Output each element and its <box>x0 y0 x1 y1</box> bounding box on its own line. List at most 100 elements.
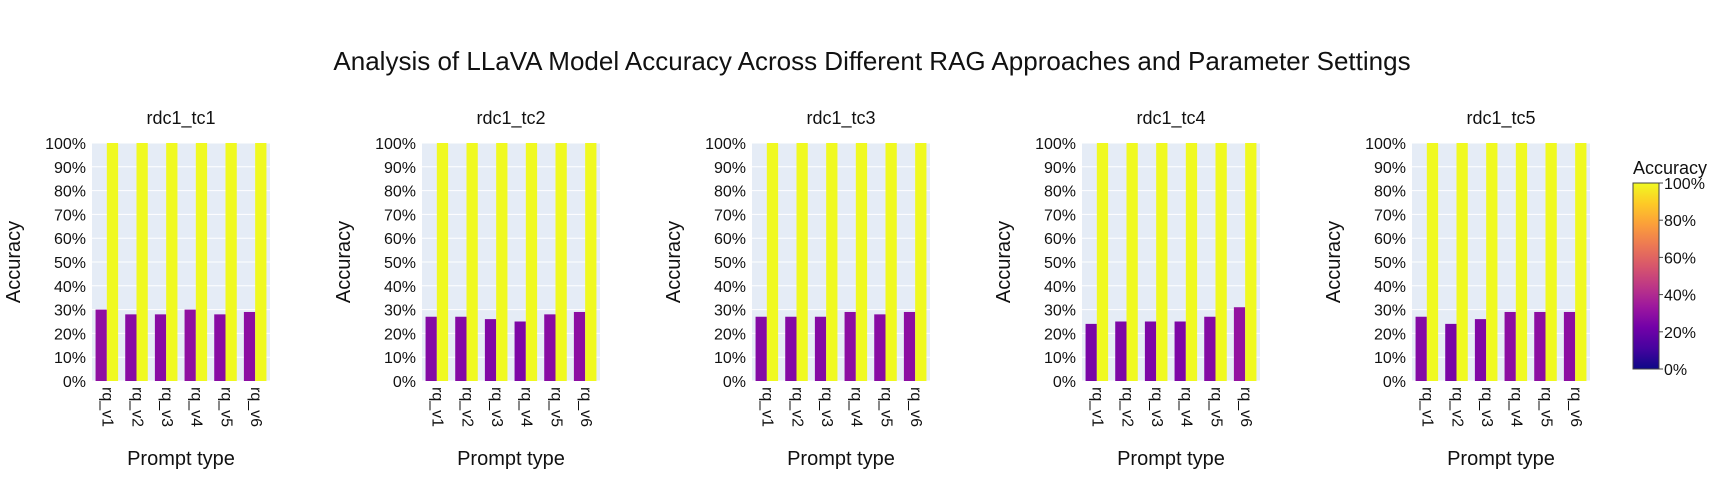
x-tick-label: rq_v1 <box>759 387 776 427</box>
reference-bar <box>1245 143 1257 381</box>
x-tick-label: rq_v4 <box>518 387 535 427</box>
subplot-1: 0% 10% 20% 30% 40% 50% 60% 70% 80% 90% 100% rq_v1 rq… <box>3 108 270 470</box>
y-tick-label: 50% <box>384 255 416 272</box>
reference-bar <box>826 143 838 381</box>
reference-bar <box>195 143 208 381</box>
reference-bar <box>1126 143 1138 381</box>
y-tick-label: 70% <box>714 207 746 224</box>
x-tick-label: rq_v5 <box>1207 387 1224 427</box>
x-tick-label: rq_v2 <box>1118 387 1135 427</box>
reference-bar <box>885 143 897 381</box>
accuracy-bar <box>1115 321 1127 381</box>
y-tick-label: 80% <box>1044 184 1076 201</box>
accuracy-bar <box>1504 311 1516 381</box>
reference-bar <box>855 143 868 381</box>
accuracy-bar <box>1415 316 1427 381</box>
y-tick-label: 20% <box>54 326 86 343</box>
y-tick-label: 10% <box>384 350 416 367</box>
y-tick-label: 30% <box>54 303 86 320</box>
accuracy-bar <box>1204 316 1216 381</box>
accuracy-bar <box>1085 323 1097 381</box>
colorbar-tick-label: 40% <box>1664 288 1696 305</box>
accuracy-bar <box>544 314 556 381</box>
y-axis-title: Accuracy <box>333 221 355 303</box>
x-axis-title: Prompt type <box>127 448 235 470</box>
accuracy-bar <box>785 316 797 381</box>
y-tick-label: 20% <box>384 326 416 343</box>
x-tick-label: rq_v1 <box>1419 387 1436 427</box>
accuracy-bar <box>1474 319 1487 381</box>
accuracy-bar <box>243 311 256 381</box>
y-tick-label: 0% <box>63 374 86 391</box>
accuracy-bar <box>844 311 856 381</box>
reference-bar <box>766 143 779 381</box>
y-tick-label: 30% <box>1044 303 1076 320</box>
x-tick-label: rq_v2 <box>128 387 145 427</box>
y-tick-label: 60% <box>1374 231 1406 248</box>
colorbar-scale <box>1632 182 1660 370</box>
x-tick-label: rq_v4 <box>848 387 865 427</box>
accuracy-bar <box>874 314 886 381</box>
accuracy-bar <box>484 319 497 381</box>
y-tick-label: 90% <box>1044 160 1076 177</box>
accuracy-bar <box>1174 321 1186 381</box>
y-tick-label: 40% <box>54 279 86 296</box>
subplot-3: 0% 10% 20% 30% 40% 50% 60% 70% 80% 90% 100% rq_v1 rq… <box>663 108 930 470</box>
y-tick-label: 10% <box>714 350 746 367</box>
y-tick-label: 0% <box>723 374 746 391</box>
x-tick-label: rq_v3 <box>818 387 835 427</box>
accuracy-bar <box>814 316 827 381</box>
y-axis-title: Accuracy <box>993 221 1015 303</box>
x-tick-label: rq_v5 <box>217 387 234 427</box>
accuracy-bar <box>455 316 467 381</box>
y-tick-label: 30% <box>714 303 746 320</box>
x-tick-label: rq_v2 <box>1448 387 1465 427</box>
x-tick-label: rq_v1 <box>1089 387 1106 427</box>
reference-bar <box>166 143 178 381</box>
accuracy-bar <box>1233 307 1246 381</box>
x-tick-label: rq_v3 <box>1478 387 1495 427</box>
colorbar-tick-label: 60% <box>1664 250 1696 267</box>
x-tick-label: rq_v6 <box>907 387 924 427</box>
y-tick-label: 40% <box>714 279 746 296</box>
reference-bar <box>496 143 508 381</box>
y-tick-label: 80% <box>714 184 746 201</box>
reference-bar <box>225 143 237 381</box>
reference-bar <box>1486 143 1498 381</box>
accuracy-bar <box>1563 311 1576 381</box>
reference-bar <box>1575 143 1587 381</box>
reference-bar <box>1456 143 1468 381</box>
y-tick-label: 60% <box>714 231 746 248</box>
y-tick-label: 0% <box>1053 374 1076 391</box>
reference-bar <box>915 143 927 381</box>
colorbar-tick-label: 80% <box>1664 213 1696 230</box>
y-tick-label: 20% <box>1044 326 1076 343</box>
y-tick-label: 50% <box>1044 255 1076 272</box>
y-tick-label: 100% <box>375 136 416 153</box>
y-tick-label: 40% <box>1374 279 1406 296</box>
reference-bar <box>1096 143 1109 381</box>
subplot-title: rdc1_tc4 <box>1136 108 1205 129</box>
y-tick-label: 20% <box>714 326 746 343</box>
accuracy-bar <box>514 321 526 381</box>
colorbar-title: Accuracy <box>1633 158 1707 178</box>
y-tick-label: 100% <box>705 136 746 153</box>
y-tick-label: 10% <box>1044 350 1076 367</box>
x-axis-title: Prompt type <box>1117 448 1225 470</box>
x-tick-label: rq_v3 <box>1148 387 1165 427</box>
y-axis-title: Accuracy <box>663 221 685 303</box>
x-tick-label: rq_v4 <box>1178 387 1195 427</box>
accuracy-bar <box>214 314 226 381</box>
reference-bar <box>436 143 449 381</box>
y-tick-label: 90% <box>714 160 746 177</box>
colorbar-tick-label: 20% <box>1664 325 1696 342</box>
accuracy-bar <box>573 311 586 381</box>
accuracy-bar <box>755 316 767 381</box>
y-tick-label: 40% <box>384 279 416 296</box>
chart-title: Analysis of LLaVA Model Accuracy Across … <box>333 46 1410 76</box>
y-axis-title: Accuracy <box>1323 221 1345 303</box>
x-axis-title: Prompt type <box>787 448 895 470</box>
x-axis-title: Prompt type <box>457 448 565 470</box>
